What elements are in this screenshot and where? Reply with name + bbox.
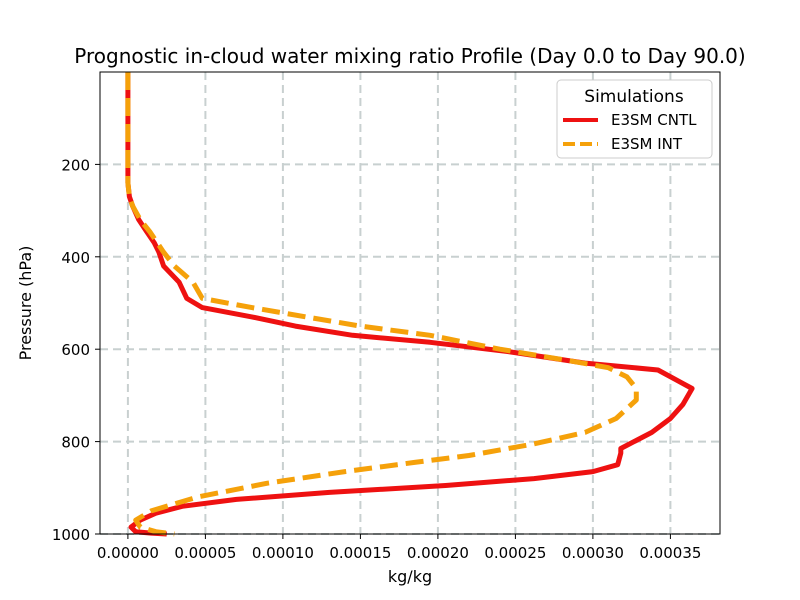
legend: Simulations E3SM CNTL E3SM INT [556, 79, 713, 159]
x-tick-label: 0.00030 [562, 544, 624, 562]
chart-title: Prognostic in-cloud water mixing ratio P… [74, 44, 745, 68]
x-tick-label: 0.00035 [639, 544, 701, 562]
x-tick-label: 0.00010 [252, 544, 314, 562]
x-axis-label: kg/kg [388, 567, 432, 586]
legend-box [556, 79, 713, 159]
y-tick-label: 400 [61, 249, 90, 267]
series-lines [125, 72, 695, 537]
x-tick-label: 0.00020 [407, 544, 469, 562]
x-tick-label: 0.00025 [484, 544, 546, 562]
legend-label-cntl: E3SM CNTL [611, 111, 697, 129]
plot-frame [99, 71, 721, 535]
x-tick-label: 0.00000 [97, 544, 159, 562]
x-tick-label: 0.00005 [174, 544, 236, 562]
series-line-e3sm-int [125, 72, 639, 537]
x-tick-label: 0.00015 [329, 544, 391, 562]
y-tick-label: 800 [61, 434, 90, 452]
y-axis-label: Pressure (hPa) [16, 246, 35, 361]
x-axis-ticks: 0.00000 0.00005 0.00010 0.00015 0.00020 0.000… [97, 534, 701, 562]
y-tick-label: 600 [61, 341, 90, 359]
legend-title: Simulations [584, 87, 684, 107]
y-tick-label: 1000 [52, 526, 90, 544]
y-axis-ticks: 200 400 600 800 1000 [52, 156, 100, 544]
y-tick-label: 200 [61, 156, 90, 174]
legend-label-int: E3SM INT [611, 135, 683, 153]
